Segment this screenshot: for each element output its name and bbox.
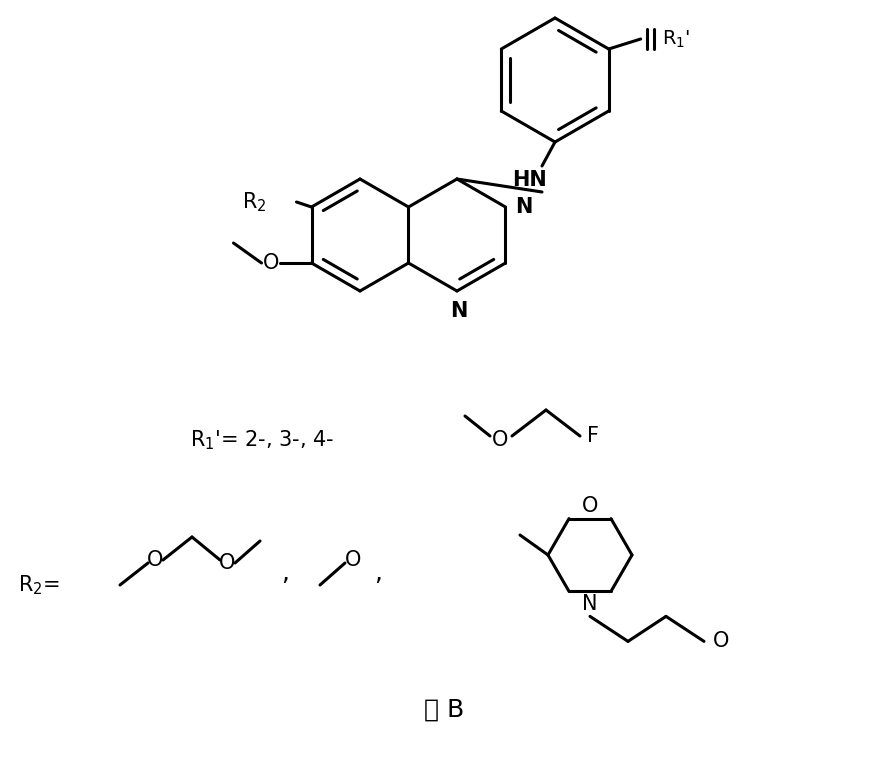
Text: O: O (712, 631, 728, 651)
Text: HN: HN (512, 170, 547, 190)
Text: O: O (581, 496, 597, 516)
Text: R$_2$: R$_2$ (242, 190, 266, 213)
Text: O: O (263, 253, 279, 273)
Text: ,: , (374, 561, 382, 585)
Text: R$_1$'= 2-, 3-, 4-: R$_1$'= 2-, 3-, 4- (190, 428, 334, 452)
Text: O: O (345, 550, 361, 570)
Text: F: F (587, 426, 598, 446)
Text: O: O (219, 553, 235, 573)
Text: O: O (147, 550, 163, 570)
Text: N: N (515, 197, 532, 217)
Text: ,: , (281, 561, 289, 585)
Text: R$_1$': R$_1$' (661, 28, 689, 50)
Text: O: O (491, 430, 508, 450)
Text: N: N (450, 301, 467, 321)
Text: 式 B: 式 B (424, 698, 463, 722)
Text: R$_2$=: R$_2$= (18, 573, 60, 597)
Text: N: N (581, 594, 597, 614)
